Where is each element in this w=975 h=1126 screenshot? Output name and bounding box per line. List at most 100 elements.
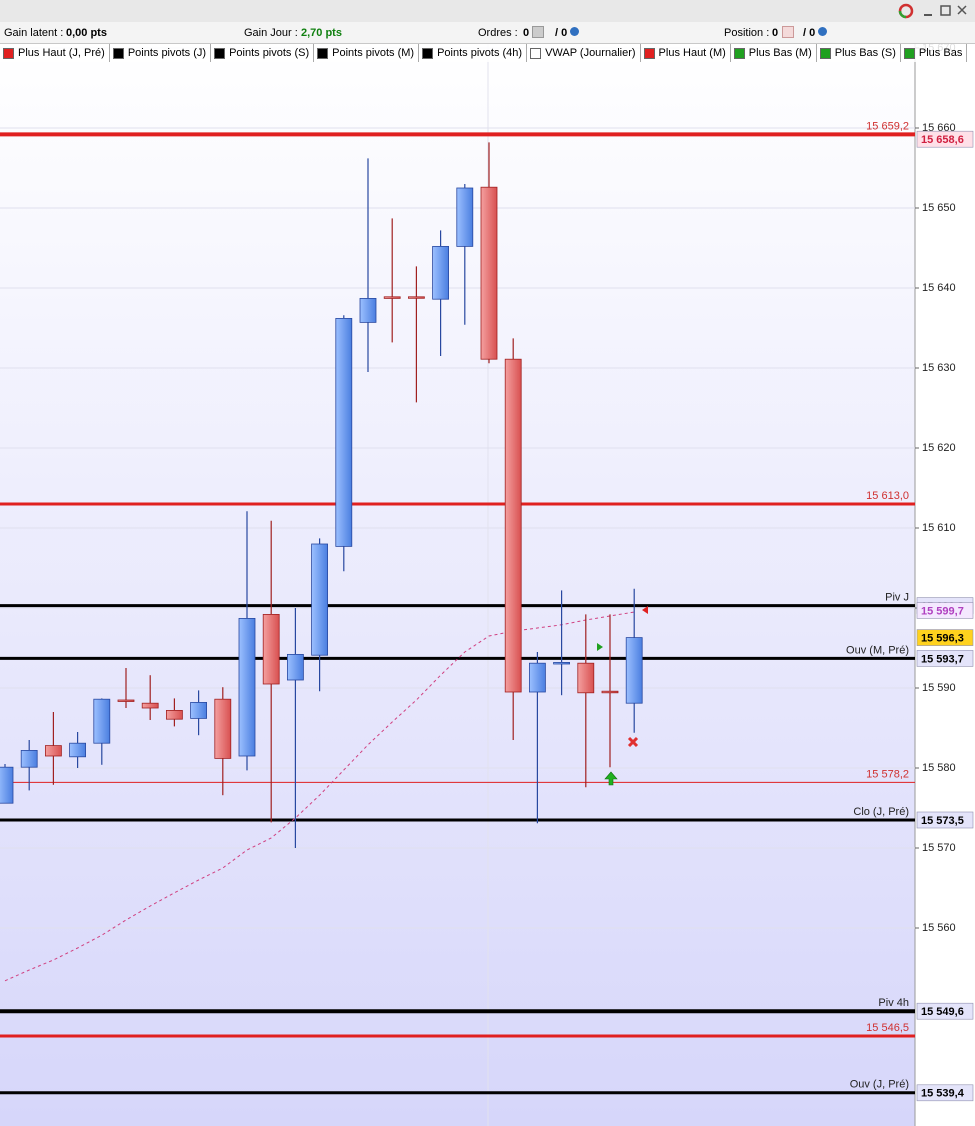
legend: Plus Haut (J, Pré) Points pivots (J) Point… <box>0 44 968 62</box>
legend-item[interactable]: Plus Haut (J, Pré) <box>0 44 110 62</box>
level-label: Clo (J, Pré) <box>853 806 909 818</box>
candle-body <box>286 654 304 681</box>
legend-label: Points pivots (M) <box>332 47 415 59</box>
legend-label: Points pivots (4h) <box>437 47 523 59</box>
exit-marker <box>642 606 648 614</box>
y-tick-label: 15 560 <box>922 922 956 934</box>
status-bar: Gain latent : 0,00 pts Gain Jour : 2,70 … <box>0 22 975 44</box>
price-tag <box>916 629 974 646</box>
candle-body <box>20 750 38 768</box>
candle-body <box>190 702 208 719</box>
price-tag <box>916 1002 974 1020</box>
status-value: 0 <box>772 27 779 39</box>
candle-body <box>480 186 498 360</box>
status-value: / 0 <box>555 27 568 39</box>
y-tick-label: 15 630 <box>922 362 956 374</box>
price-axis <box>915 44 975 1126</box>
levels: 15 659,2 15 613,0 Piv J Ouv (M, Pré) 15 578,… <box>0 120 915 1095</box>
y-tick-label: 15 640 <box>922 282 956 294</box>
status-label: Gain Jour : <box>244 27 298 39</box>
window-buttons <box>898 3 967 19</box>
price-tag-label: 15 596,3 <box>921 633 964 645</box>
legend-item[interactable]: VWAP (Journalier) <box>527 44 641 62</box>
legend-label: Points pivots (S) <box>229 47 310 59</box>
price-tag-label: 15 593,7 <box>921 653 964 665</box>
candle-body <box>214 698 232 759</box>
maximize-button[interactable] <box>940 5 951 16</box>
status-label: Position : <box>724 27 770 39</box>
level-label: Piv J <box>885 592 909 604</box>
legend-item[interactable]: Plus Bas <box>900 44 968 62</box>
level-label: 15 578,2 <box>866 768 909 780</box>
status-label: Gain latent : <box>4 27 64 39</box>
status-value: / 0 <box>803 27 816 39</box>
legend-label: Plus Bas (M) <box>748 47 812 59</box>
candle-body <box>45 745 62 757</box>
candle-body <box>504 358 522 693</box>
close-position-icon[interactable] <box>782 26 794 38</box>
legend-item[interactable]: Points pivots (S) <box>211 44 315 62</box>
close-button[interactable] <box>957 5 967 15</box>
level-label: 15 613,0 <box>866 490 909 502</box>
legend-swatch <box>317 47 329 59</box>
candle-body <box>335 317 353 547</box>
price-tag-label: 15 599,7 <box>921 605 964 617</box>
candle-body <box>69 742 86 758</box>
legend-swatch <box>643 47 655 59</box>
price-tag-label: 15 539,4 <box>921 1088 965 1100</box>
legend-item[interactable]: Points pivots (J) <box>109 44 212 62</box>
price-tag <box>916 130 974 148</box>
price-tag-label: 15 549,6 <box>921 1006 964 1018</box>
legend-swatch <box>214 47 226 59</box>
vwap-line <box>4 611 635 982</box>
orders-icon[interactable] <box>532 26 544 38</box>
candle-body <box>601 690 619 694</box>
refresh-icon <box>898 10 907 19</box>
y-tick-label: 15 650 <box>922 202 956 214</box>
legend-swatch <box>733 47 745 59</box>
candle-body <box>407 296 425 299</box>
price-tag <box>916 650 974 667</box>
candle-body <box>529 662 546 693</box>
buy-arrow <box>604 771 618 786</box>
settings-icon[interactable] <box>818 27 827 36</box>
legend-item[interactable]: Plus Bas (M) <box>730 44 817 62</box>
legend-label: Points pivots (J) <box>127 47 207 59</box>
price-tag-label: 15 658,6 <box>921 134 964 146</box>
legend-item[interactable]: Plus Haut (M) <box>640 44 731 62</box>
y-tick-label: 15 590 <box>922 682 956 694</box>
level-label: Ouv (J, Pré) <box>850 1079 909 1091</box>
cancel-marker <box>627 736 639 748</box>
legend-item[interactable]: Points pivots (4h) <box>419 44 528 62</box>
legend-label: VWAP (Journalier) <box>545 47 636 59</box>
price-tag <box>916 1084 974 1102</box>
entry-marker <box>597 643 603 651</box>
title-bar <box>0 0 975 22</box>
settings-icon[interactable] <box>570 27 579 36</box>
legend-label: Plus Bas <box>918 47 963 59</box>
y-tick-label: 15 620 <box>922 442 956 454</box>
y-tick-label: 15 610 <box>922 522 956 534</box>
legend-label: Plus Haut (J, Pré) <box>18 47 105 59</box>
legend-item[interactable]: Plus Bas (S) <box>816 44 901 62</box>
candle-body <box>262 614 280 685</box>
candle-body <box>141 702 159 709</box>
legend-swatch <box>3 47 14 59</box>
level-label: Piv 4h <box>878 997 909 1009</box>
legend-item[interactable]: Points pivots (M) <box>314 44 420 62</box>
candle-body <box>165 710 183 720</box>
legend-swatch <box>903 47 915 59</box>
legend-label: Plus Bas (S) <box>834 47 896 59</box>
price-tag-label: 15 573,5 <box>921 815 964 827</box>
candle-body <box>625 637 643 704</box>
candle-body <box>0 766 14 804</box>
candle-body <box>359 297 377 323</box>
price-tag <box>916 602 974 619</box>
level-label: Ouv (M, Pré) <box>846 644 909 656</box>
legend-swatch <box>819 47 831 59</box>
candle-body <box>93 698 111 744</box>
level-label: 15 546,5 <box>866 1022 909 1034</box>
candle-body <box>238 618 256 757</box>
